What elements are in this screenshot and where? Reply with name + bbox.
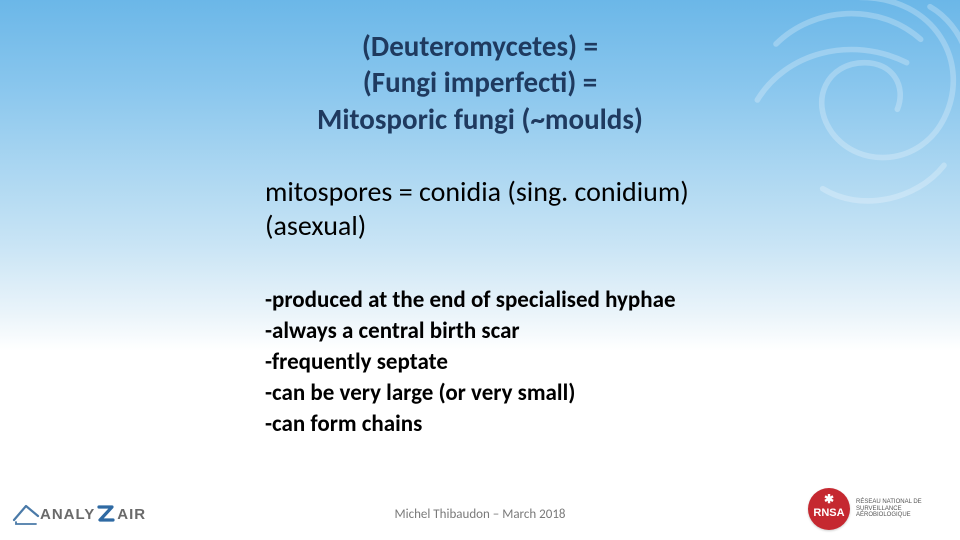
- slide-title: (Deuteromycetes) = (Fungi imperfecti) = …: [0, 28, 960, 137]
- body-item: -always a central birth scar: [265, 316, 905, 347]
- rnsa-badge: ✱ RNSA: [808, 488, 850, 530]
- z-icon: [97, 504, 115, 524]
- title-line-3: Mitosporic fungi (~moulds): [0, 101, 960, 137]
- body-item: -produced at the end of specialised hyph…: [265, 285, 905, 316]
- body-item: -can be very large (or very small): [265, 378, 905, 409]
- title-line-1: (Deuteromycetes) =: [0, 28, 960, 64]
- rnsa-logo: ✱ RNSA RÉSEAU NATIONAL DE SURVEILLANCE A…: [808, 488, 946, 530]
- logo-text-pre: ANALY: [40, 506, 95, 523]
- rnsa-subtext: RÉSEAU NATIONAL DE SURVEILLANCE AÉROBIOL…: [856, 499, 946, 519]
- rnsa-badge-text: RNSA: [813, 507, 844, 519]
- logo-text-post: AIR: [117, 506, 146, 523]
- title-line-2: (Fungi imperfecti) =: [0, 64, 960, 100]
- slide-body: -produced at the end of specialised hyph…: [265, 285, 905, 440]
- house-icon: [12, 502, 40, 526]
- asterisk-icon: ✱: [824, 492, 834, 506]
- body-item: -frequently septate: [265, 347, 905, 378]
- slide: (Deuteromycetes) = (Fungi imperfecti) = …: [0, 0, 960, 540]
- subtitle-line-2: (asexual): [265, 209, 905, 243]
- analyzair-logo: ANALY AIR: [12, 502, 146, 526]
- slide-subtitle: mitospores = conidia (sing. conidium) (a…: [265, 175, 905, 242]
- body-item: -can form chains: [265, 409, 905, 440]
- subtitle-line-1: mitospores = conidia (sing. conidium): [265, 175, 905, 209]
